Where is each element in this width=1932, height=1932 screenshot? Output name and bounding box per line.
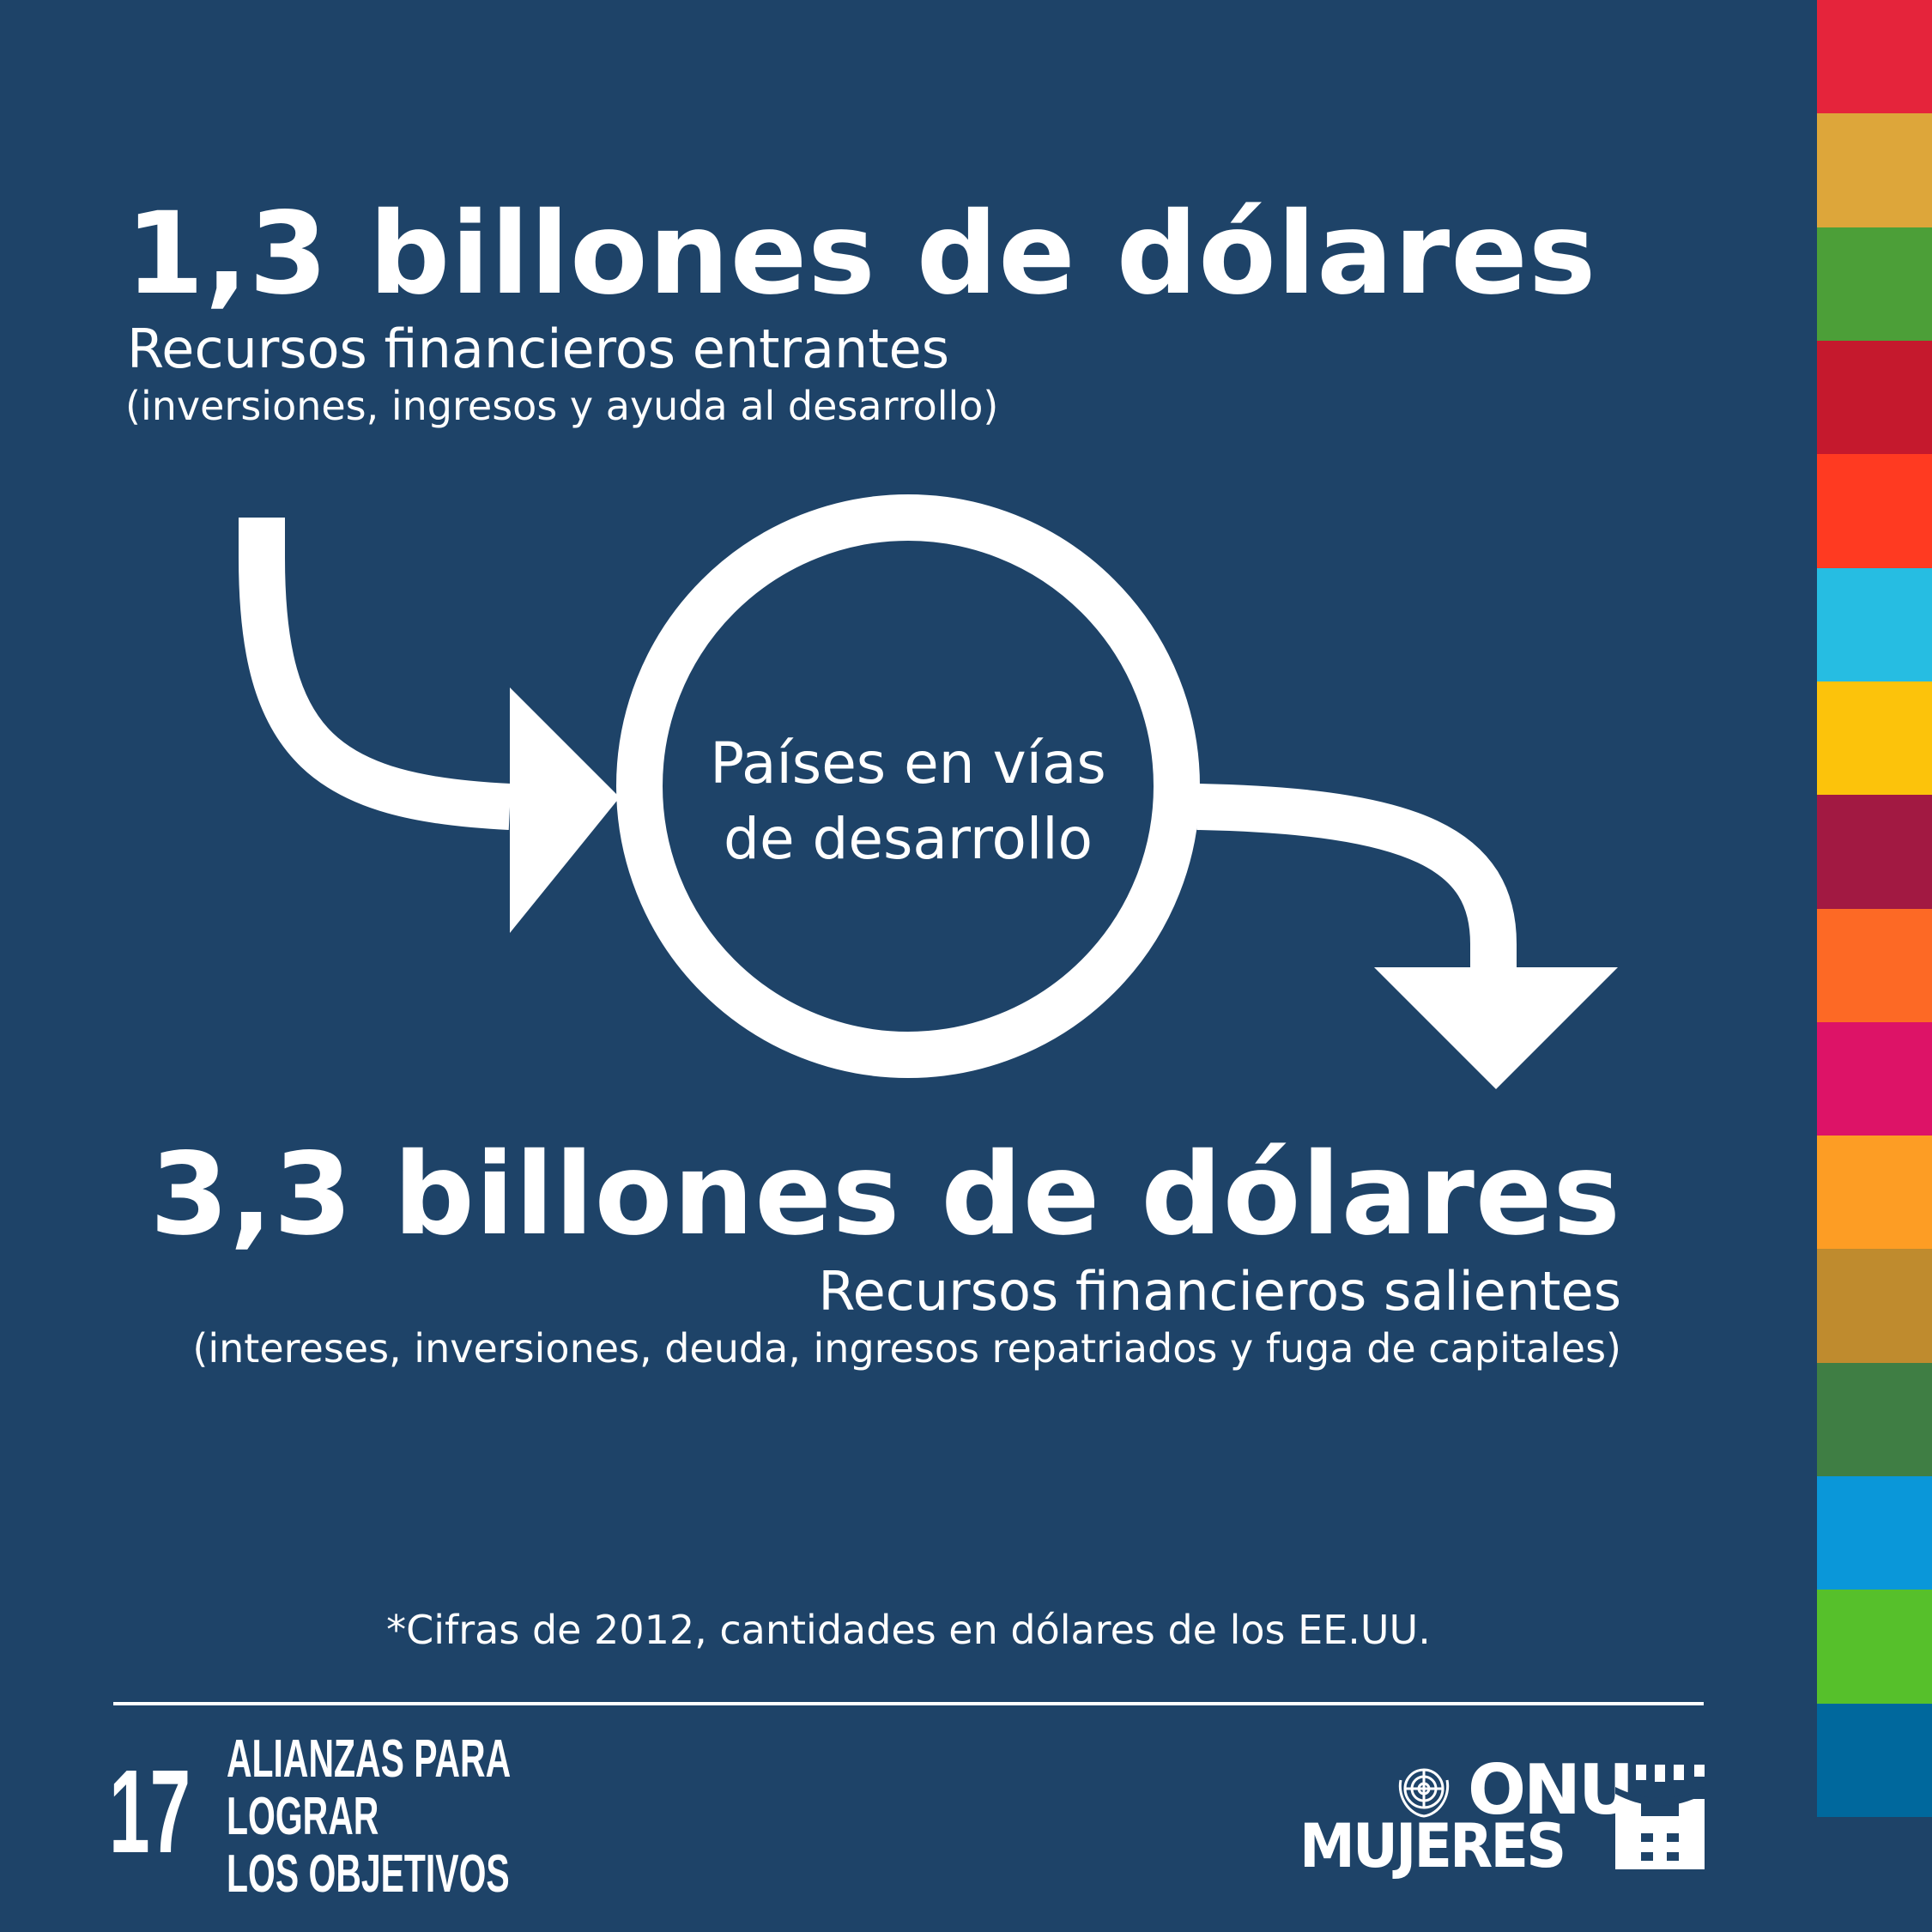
sdg-stripe-6: [1817, 567, 1932, 681]
outgoing-label: Recursos financieros salientes: [818, 1260, 1621, 1323]
outgoing-detail: (intereses, inversiones, deuda, ingresos…: [192, 1325, 1621, 1372]
sdg-stripe-12: [1817, 1249, 1932, 1363]
circle-label-line1: Países en vías: [710, 730, 1106, 796]
outgoing-arrow: [1196, 784, 1517, 970]
logo-mujeres: MUJERES: [1299, 1811, 1566, 1881]
divider: [113, 1702, 1704, 1705]
un-emblem-icon: [1398, 1768, 1450, 1818]
logo-onu: ONU: [1468, 1750, 1634, 1830]
sdg-stripe-14: [1817, 1476, 1932, 1590]
sdg-color-stripes: [1817, 0, 1932, 1817]
goal-title-line3: LOS OBJETIVOS: [227, 1844, 510, 1904]
footnote: *Cifras de 2012, cantidades en dólares d…: [386, 1607, 1431, 1653]
developing-countries-circle: [616, 494, 1200, 1078]
outgoing-arrowhead: [1374, 967, 1618, 1089]
outgoing-amount: 3,3 billones de dólares: [149, 1129, 1621, 1261]
sdg-stripe-1: [1817, 0, 1932, 114]
goal-title-line2: LOGRAR: [227, 1787, 379, 1846]
incoming-label: Recursos financieros entrantes: [127, 318, 950, 380]
sdg-stripe-10: [1817, 1021, 1932, 1136]
sdg-stripe-9: [1817, 908, 1932, 1022]
incoming-detail: (inversiones, ingresos y ayuda al desarr…: [125, 383, 999, 429]
sdg-stripe-16: [1817, 1703, 1932, 1817]
incoming-arrowhead: [510, 687, 620, 933]
goal-number: 17: [109, 1746, 191, 1878]
flow-diagram: [239, 494, 1618, 1089]
un-women-mark-icon: [1615, 1765, 1705, 1869]
sdg-stripe-15: [1817, 1590, 1932, 1704]
sdg-stripe-13: [1817, 1362, 1932, 1477]
incoming-arrow: [239, 518, 512, 830]
sdg-stripe-2: [1817, 113, 1932, 227]
sdg-stripe-8: [1817, 795, 1932, 909]
sdg-stripe-11: [1817, 1136, 1932, 1250]
sdg-stripe-3: [1817, 227, 1932, 341]
sdg-stripe-5: [1817, 454, 1932, 568]
sdg-stripe-4: [1817, 340, 1932, 455]
incoming-amount: 1,3 billones de dólares: [125, 188, 1597, 320]
goal-title-line1: ALIANZAS PARA: [227, 1729, 512, 1789]
circle-label-line2: de desarrollo: [724, 806, 1093, 872]
sdg-stripe-7: [1817, 681, 1932, 796]
